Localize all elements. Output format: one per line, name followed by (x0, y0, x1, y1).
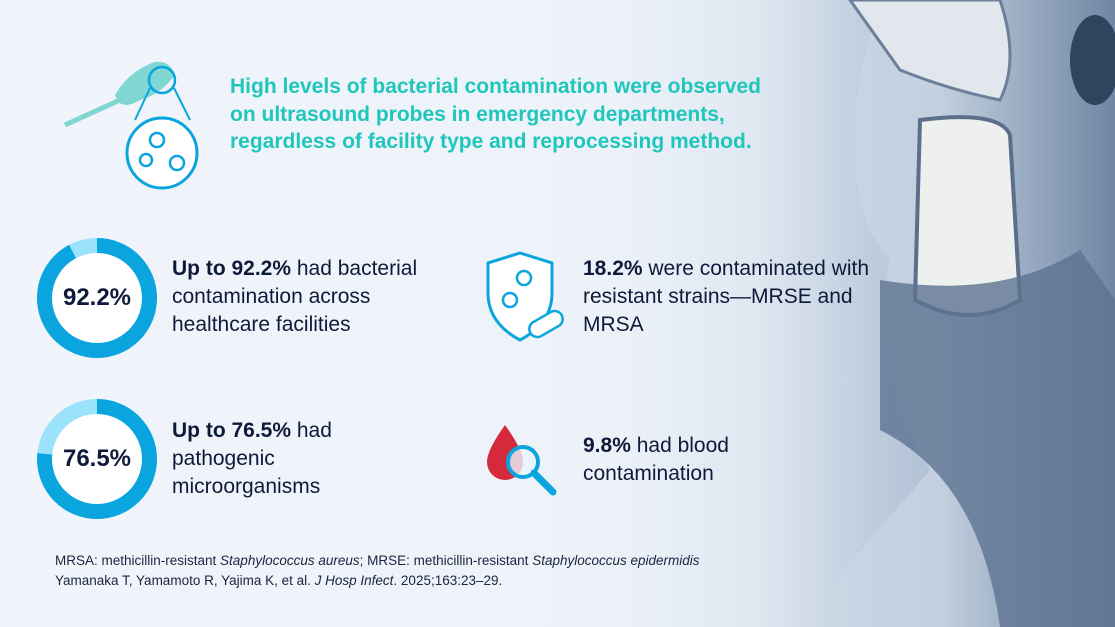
footnote: MRSA: methicillin-resistant Staphylococc… (55, 551, 700, 591)
blood-drop-magnifier-icon (487, 425, 557, 496)
stat-pathogenic: Up to 76.5% had pathogenic microorganism… (172, 417, 372, 501)
stat-value: Up to 92.2% (172, 257, 292, 280)
footnote-segment: Staphylococcus epidermidis (532, 553, 700, 568)
stat-value: 18.2% (583, 257, 643, 280)
citation: Yamanaka T, Yamamoto R, Yajima K, et al.… (55, 571, 700, 591)
footnote-segment: . 2025;163:23–29. (393, 573, 503, 588)
stat-blood-contamination: 9.8% had blood contamination (583, 432, 803, 488)
stat-text: had blood contamination (583, 434, 729, 485)
stat-value: Up to 76.5% (172, 419, 292, 442)
stat-bacterial-contamination: Up to 92.2% had bacterial contamination … (172, 255, 462, 339)
headline: High levels of bacterial contamination w… (230, 75, 761, 153)
footnote-segment: ; MRSE: methicillin-resistant (359, 553, 533, 568)
footnote-segment: J Hosp Infect (314, 573, 394, 588)
footnote-segment: Yamanaka T, Yamamoto R, Yajima K, et al. (55, 573, 315, 588)
donut-value-arc (37, 238, 157, 358)
footnote-segment: MRSA: methicillin-resistant (55, 553, 221, 568)
donut-chart-76 (37, 399, 157, 519)
donut-chart-92 (37, 238, 157, 358)
stat-text: were contaminated with resistant strains… (583, 257, 869, 336)
abbreviations: MRSA: methicillin-resistant Staphylococc… (55, 551, 700, 571)
stat-text: had pathogenic microorganisms (172, 419, 332, 498)
donut-label-92: 92.2% (62, 284, 132, 311)
donut-label-76: 76.5% (62, 445, 132, 472)
stat-value: 9.8% (583, 434, 631, 457)
stat-resistant-strains: 18.2% were contaminated with resistant s… (583, 255, 873, 339)
shield-bacteria-pill-icon (486, 251, 564, 342)
stat-text: had bacterial contamination across healt… (172, 257, 418, 336)
probe-bacteria-icon (63, 61, 199, 190)
footnote-segment: Staphylococcus aureus (220, 553, 360, 568)
donut-value-arc (37, 399, 157, 519)
ultrasound-machine-illustration (820, 0, 1115, 627)
